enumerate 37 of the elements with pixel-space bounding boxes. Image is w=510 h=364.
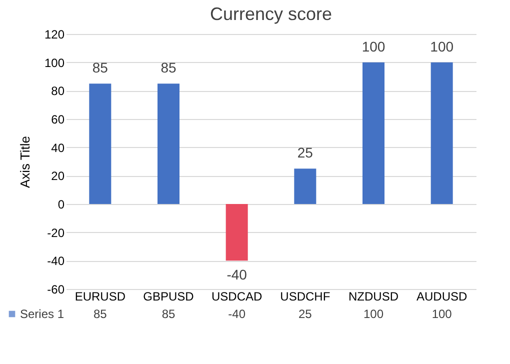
y-tick-label: 100 <box>44 56 65 70</box>
text: 85 <box>162 307 176 321</box>
x-tick-label: GBPUSD <box>143 290 194 304</box>
y-tick-label: 40 <box>51 140 65 155</box>
bar <box>294 168 316 204</box>
bar <box>226 204 248 261</box>
text: 25 <box>298 307 312 321</box>
bar <box>362 62 384 204</box>
y-axis-title: Axis Title <box>17 136 32 188</box>
y-tick-label: 60 <box>51 112 65 126</box>
x-tick-label: AUDUSD <box>416 290 468 304</box>
y-tick-label: 0 <box>58 198 65 212</box>
y-tick-label: 120 <box>44 28 65 42</box>
x-tick-label: EURUSD <box>74 290 126 304</box>
data-label: 100 <box>430 38 454 54</box>
x-tick-label: USDCAD <box>211 290 263 304</box>
bar <box>158 84 180 204</box>
data-label: -40 <box>226 266 248 283</box>
text: -40 <box>228 307 246 321</box>
y-tick-label: -20 <box>47 226 65 240</box>
x-tick-label: USDCHF <box>280 290 330 304</box>
data-label: 85 <box>92 60 108 76</box>
y-tick-label: 20 <box>51 169 65 184</box>
text: 85 <box>93 307 108 321</box>
data-label: 85 <box>160 60 176 76</box>
y-tick-label: -40 <box>47 254 65 268</box>
bar <box>430 62 453 204</box>
chart-title: Currency score <box>210 4 332 24</box>
legend-label: Series 1 <box>20 307 64 321</box>
y-tick-label: 80 <box>51 84 65 98</box>
data-label: 100 <box>362 38 386 54</box>
text: 100 <box>363 307 384 321</box>
data-label: 25 <box>297 144 314 161</box>
bar <box>89 84 112 204</box>
text: 100 <box>432 307 452 321</box>
x-tick-label: NZDUSD <box>348 290 399 304</box>
y-tick-label: -60 <box>47 282 65 296</box>
